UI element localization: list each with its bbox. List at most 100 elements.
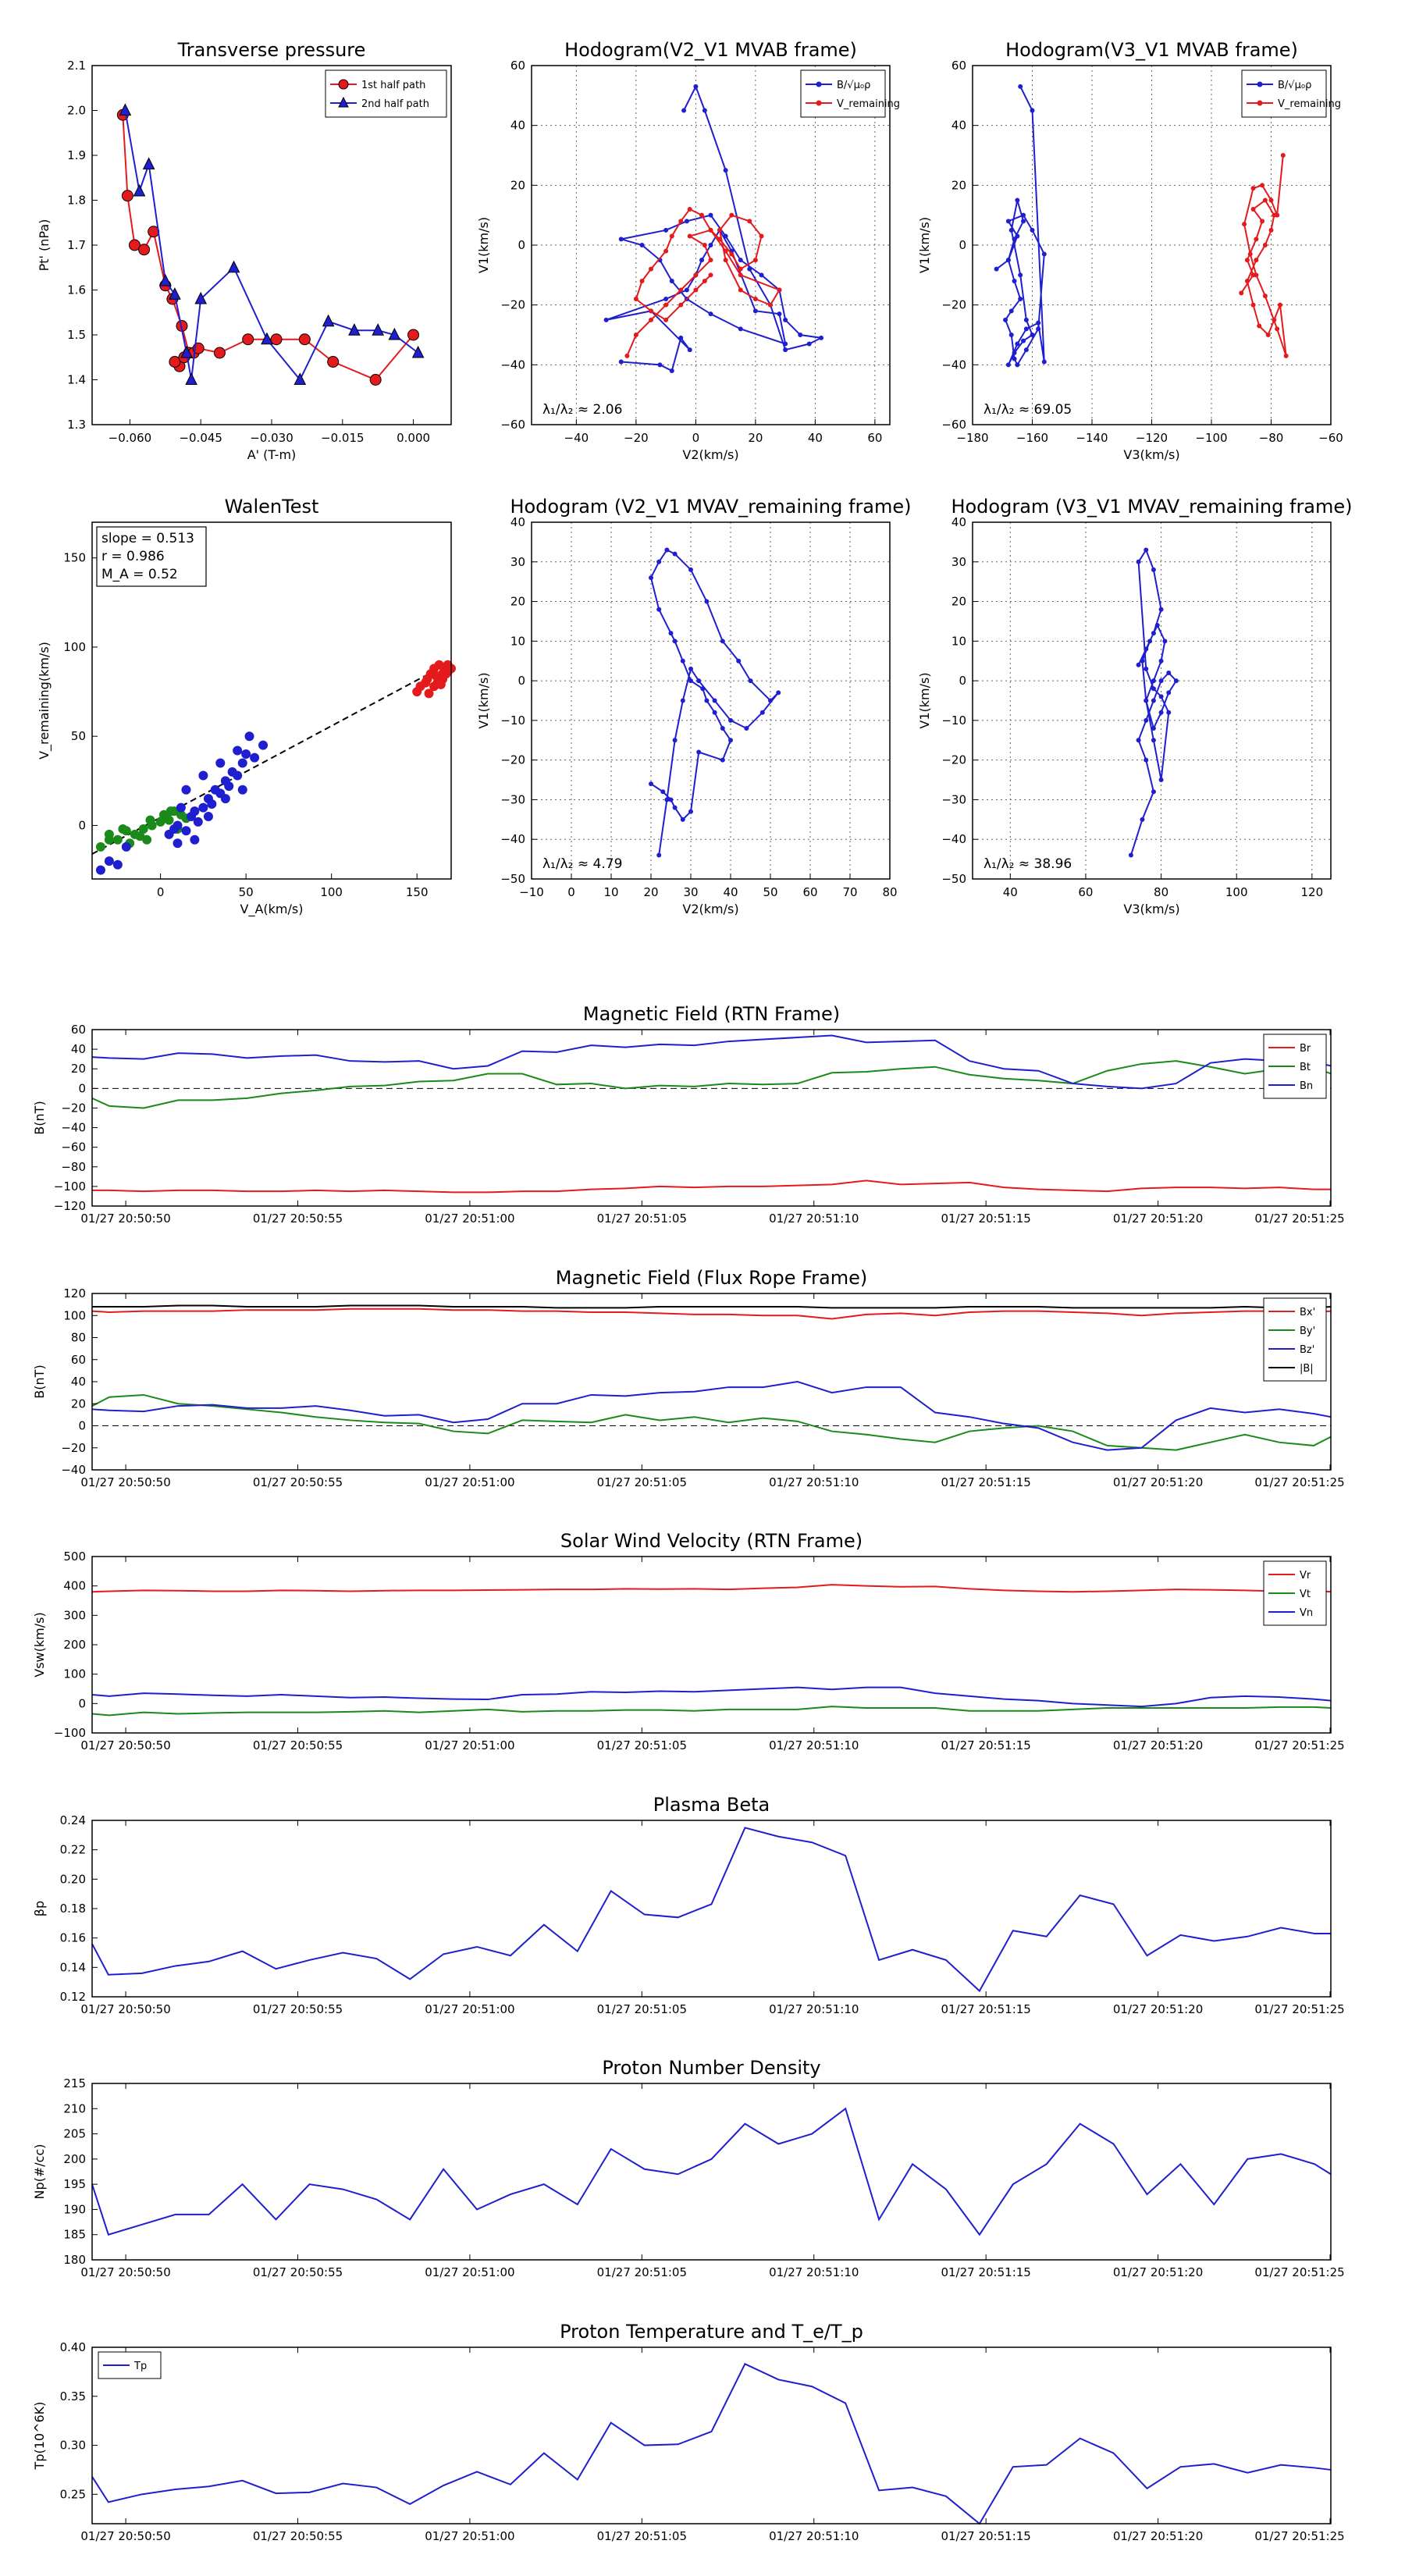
y-axis-label: V_remaining(km/s) xyxy=(37,642,52,760)
y-tick-label: 1.7 xyxy=(67,238,86,252)
y-tick-label: 2.1 xyxy=(67,59,86,73)
data-point xyxy=(738,258,743,263)
x-tick-label: 60 xyxy=(867,431,882,445)
data-point xyxy=(684,219,689,224)
data-point xyxy=(436,679,446,689)
plot-frame xyxy=(91,2347,1332,2524)
data-point xyxy=(702,108,707,113)
y-axis-label: B(nT) xyxy=(32,1364,47,1398)
data-point xyxy=(1015,197,1020,203)
data-point xyxy=(668,631,674,636)
x-tick-label: 01/27 20:51:10 xyxy=(769,2529,859,2543)
series-line-2 xyxy=(91,1686,1332,1708)
x-tick-label: 01/27 20:51:25 xyxy=(1254,1475,1344,1489)
data-point xyxy=(261,332,273,345)
data-point xyxy=(181,785,191,795)
x-tick-label: 01/27 20:51:15 xyxy=(941,1738,1030,1752)
data-point xyxy=(1015,341,1020,347)
chart-hodo_v2_mvab: −40 −20 0 20 40 60 −60 −40 −20 0 20 40 60 V2(km/s) V1(… xyxy=(476,39,900,462)
x-tick-label: −0.045 xyxy=(179,431,222,445)
y-tick-label: 20 xyxy=(510,178,525,192)
data-point xyxy=(768,302,773,308)
y-tick-label: −20 xyxy=(61,1441,86,1455)
data-point xyxy=(1151,726,1156,731)
x-tick-label: 0 xyxy=(692,431,700,445)
y-tick-label: 0.20 xyxy=(60,1872,86,1886)
y-tick-label: 1.6 xyxy=(67,283,86,297)
data-point xyxy=(723,248,728,254)
data-point xyxy=(777,287,782,293)
data-point xyxy=(1147,639,1153,644)
ratio-annotation: λ₁/λ₂ ≈ 38.96 xyxy=(984,856,1072,872)
x-tick-label: 01/27 20:50:50 xyxy=(80,2265,170,2279)
y-tick-label: 1.5 xyxy=(67,328,86,342)
data-point xyxy=(819,335,824,340)
x-tick-label: 40 xyxy=(723,885,738,899)
legend-marker xyxy=(1257,81,1263,87)
data-point xyxy=(752,297,758,301)
y-tick-label: 400 xyxy=(63,1579,86,1593)
data-point xyxy=(1041,359,1047,365)
series-line-3 xyxy=(92,1304,1332,1309)
data-point xyxy=(664,547,670,553)
data-point xyxy=(198,770,208,781)
x-tick-label: 01/27 20:50:50 xyxy=(80,2529,170,2543)
legend-label: Vn xyxy=(1300,1607,1313,1619)
x-tick-label: 100 xyxy=(1225,885,1248,899)
y-tick-label: −40 xyxy=(941,832,966,846)
series-line-1 xyxy=(91,1706,1332,1717)
series-line-2 xyxy=(91,1034,1332,1090)
data-point xyxy=(704,599,710,604)
x-tick-label: 01/27 20:50:55 xyxy=(253,2265,343,2279)
legend-label: Tp xyxy=(133,2361,147,2372)
data-point xyxy=(1144,666,1149,671)
data-point xyxy=(708,258,713,263)
y-axis-label: Np(#/cc) xyxy=(32,2144,47,2200)
data-point xyxy=(241,749,251,760)
x-tick-label: 01/27 20:51:25 xyxy=(1254,2002,1344,2016)
data-point xyxy=(1254,272,1259,278)
data-point xyxy=(747,219,752,224)
data-point xyxy=(723,233,728,239)
x-tick-label: 01/27 20:51:10 xyxy=(769,1475,859,1489)
x-tick-label: 100 xyxy=(320,885,343,899)
data-point xyxy=(603,317,609,322)
data-point xyxy=(169,287,181,300)
legend-label: Vr xyxy=(1300,1570,1311,1582)
data-point xyxy=(1140,658,1145,664)
data-point xyxy=(649,266,653,272)
x-tick-label: 01/27 20:51:25 xyxy=(1254,2265,1344,2279)
plot-frame xyxy=(91,521,452,880)
data-point xyxy=(699,212,705,218)
x-tick-label: 01/27 20:51:05 xyxy=(597,2529,687,2543)
data-point xyxy=(1012,279,1017,283)
data-point xyxy=(678,219,684,224)
chart-pt: −0.060 −0.045 −0.030 −0.015 0.000 1.3 1.4 1.5 1.… xyxy=(37,39,452,462)
data-point xyxy=(258,740,269,750)
y-tick-label: 0.22 xyxy=(60,1843,86,1857)
data-point xyxy=(1154,623,1160,628)
data-point xyxy=(759,272,764,278)
series-line-0 xyxy=(91,2363,1332,2525)
data-point xyxy=(720,639,725,644)
series-line-1 xyxy=(91,1060,1332,1109)
data-point xyxy=(215,758,226,768)
y-axis-label: βp xyxy=(32,1901,47,1916)
x-tick-label: 01/27 20:51:15 xyxy=(941,2002,1030,2016)
y-tick-label: 0 xyxy=(959,674,966,688)
y-tick-label: 0.40 xyxy=(60,2340,86,2354)
x-tick-label: 01/27 20:51:00 xyxy=(425,1212,514,1226)
y-tick-label: 100 xyxy=(63,640,86,654)
x-tick-label: 01/27 20:51:20 xyxy=(1113,2265,1203,2279)
y-tick-label: −20 xyxy=(500,753,525,767)
x-tick-label: 01/27 20:51:20 xyxy=(1113,2529,1203,2543)
x-tick-label: 01/27 20:51:10 xyxy=(769,2002,859,2016)
data-point xyxy=(1244,279,1250,283)
y-tick-label: −100 xyxy=(54,1726,86,1740)
stats-box xyxy=(96,526,207,587)
y-tick-label: −20 xyxy=(941,298,966,312)
series-line xyxy=(1240,155,1287,357)
data-point xyxy=(431,671,441,681)
data-point xyxy=(1265,333,1271,337)
data-point xyxy=(1008,308,1014,314)
